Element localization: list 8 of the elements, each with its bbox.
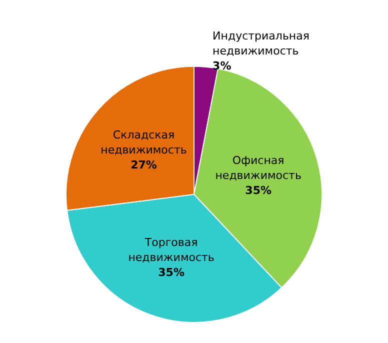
data-label: 27%: [130, 158, 157, 172]
slice-label: Индустриальная недвижимость: [212, 30, 310, 58]
data-label: 35%: [158, 266, 184, 279]
slice-label: Торговая недвижимость: [128, 236, 214, 264]
slice-label: Складская недвижимость: [100, 128, 187, 157]
slice-label: Офисная недвижимость: [215, 154, 302, 182]
data-label: 3%: [212, 60, 232, 73]
data-label: 35%: [245, 184, 272, 198]
